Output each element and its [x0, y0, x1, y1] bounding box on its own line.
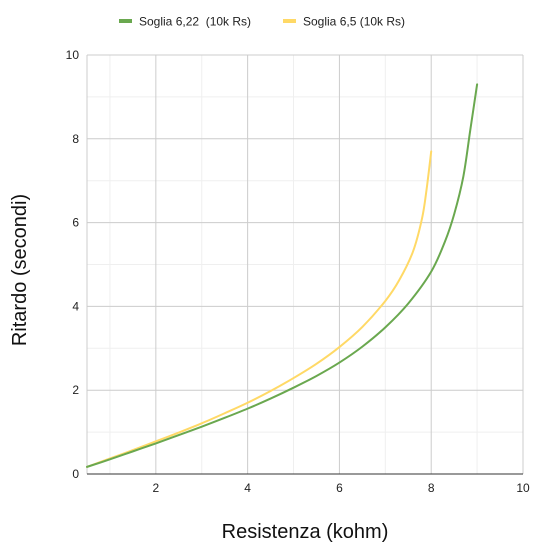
x-tick-labels: 2 4 6 8 10 — [152, 481, 529, 495]
series-lines — [86, 83, 479, 468]
gridlines — [86, 54, 524, 474]
legend-item: Soglia 6,5 (10k Rs) — [283, 15, 405, 29]
y-tick-labels: 0 2 4 6 8 10 — [66, 48, 80, 481]
x-tick-label: 4 — [244, 481, 251, 495]
x-tick-label: 8 — [428, 481, 435, 495]
legend-label: Soglia 6,5 (10k Rs) — [303, 15, 405, 29]
y-tick-label: 4 — [72, 299, 79, 313]
x-tick-label: 2 — [152, 481, 159, 495]
legend: Soglia 6,22 (10k Rs) Soglia 6,5 (10k Rs) — [119, 15, 405, 29]
y-tick-label: 8 — [72, 132, 79, 146]
y-tick-label: 2 — [72, 383, 79, 397]
y-tick-label: 6 — [72, 216, 79, 230]
y-tick-label: 0 — [72, 467, 79, 481]
y-tick-label: 10 — [66, 48, 80, 62]
x-axis-title: Resistenza (kohm) — [222, 521, 389, 543]
series-line-1 — [86, 83, 479, 468]
x-tick-label: 10 — [516, 481, 530, 495]
y-axis-title: Ritardo (secondi) — [9, 194, 31, 346]
legend-item: Soglia 6,22 (10k Rs) — [119, 15, 251, 29]
x-tick-label: 6 — [336, 481, 343, 495]
series-line-2 — [86, 150, 433, 468]
legend-label: Soglia 6,22 (10k Rs) — [139, 15, 251, 29]
